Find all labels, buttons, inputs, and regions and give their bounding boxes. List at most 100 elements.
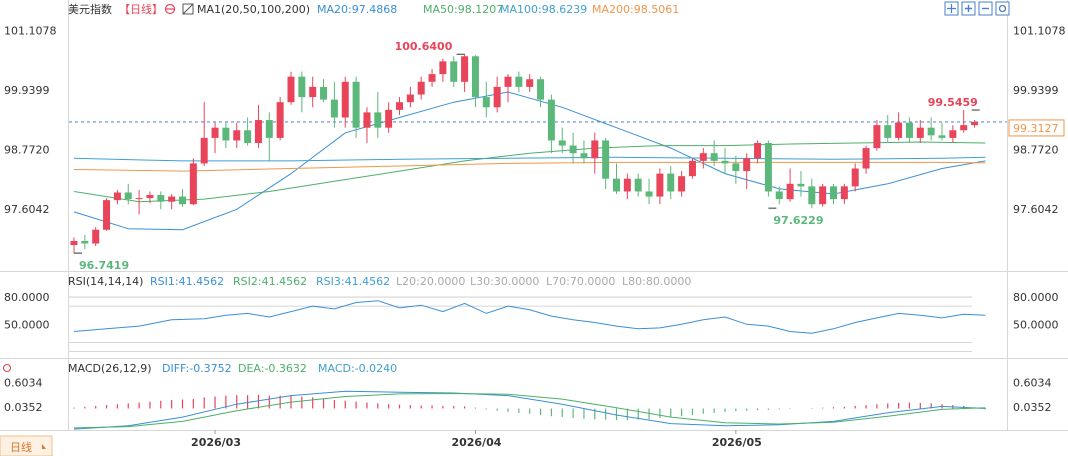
- candle-body: [157, 195, 165, 202]
- y-tick-label-right: 99.9399: [1013, 84, 1059, 97]
- macd-tick-right: 0.0352: [1013, 401, 1052, 414]
- candle-body: [515, 76, 523, 87]
- candle-body: [526, 79, 534, 87]
- candle-body: [602, 140, 610, 179]
- y-tick-label-left: 98.7720: [4, 144, 50, 157]
- period-button-label: 日线: [10, 440, 32, 454]
- candle-body: [743, 158, 751, 172]
- candle-body: [113, 192, 121, 201]
- ma50-label: MA50:98.1207: [423, 3, 503, 16]
- candle-body: [862, 148, 870, 169]
- candle-body: [103, 200, 111, 230]
- candle-body: [678, 176, 686, 192]
- candle-body: [797, 183, 805, 187]
- macd-settings-icon[interactable]: [2, 363, 12, 373]
- candle-body: [320, 86, 328, 100]
- dea-label: DEA:-0.3632: [238, 362, 307, 375]
- candle-body: [558, 140, 566, 146]
- candle-body: [233, 130, 241, 141]
- candle-body: [482, 97, 490, 108]
- extreme-label: 96.7419: [79, 259, 129, 272]
- candle-body: [428, 74, 436, 82]
- candle-body: [688, 160, 696, 177]
- candle-body: [450, 61, 458, 82]
- candle-body: [439, 61, 447, 75]
- x-tick-label: 2026/05: [712, 436, 762, 449]
- candle-body: [840, 186, 848, 200]
- chart-toolbar: [944, 1, 1010, 16]
- candle-body: [461, 56, 469, 82]
- candle-body: [808, 186, 816, 205]
- candle-body: [895, 122, 903, 138]
- candle-body: [200, 137, 208, 164]
- candle-body: [851, 168, 859, 187]
- l30-label: L30:30.0000: [470, 275, 539, 288]
- candle-body: [775, 191, 783, 200]
- candle-body: [396, 102, 403, 110]
- candle-body: [363, 112, 371, 128]
- candle-body: [949, 130, 957, 138]
- candle-body: [569, 145, 577, 154]
- ma-label: MA1(20,50,100,200): [197, 3, 310, 16]
- macd-tick-left: 0.6034: [4, 377, 43, 390]
- symbol-title: 美元指数: [68, 2, 112, 16]
- candle-body: [211, 127, 219, 138]
- candle-body: [417, 81, 425, 95]
- y-tick-label-right: 101.1078: [1013, 24, 1066, 37]
- candle-body: [287, 76, 295, 103]
- rsi2-label: RSI2:41.4562: [233, 275, 307, 288]
- candle-body: [92, 229, 100, 244]
- move-icon[interactable]: [944, 1, 959, 16]
- main-header: 美元指数 【日线】 MA1(20,50,100,200) MA20:97.486…: [68, 2, 679, 16]
- candle-body: [667, 173, 675, 192]
- candle-body: [873, 125, 881, 149]
- candle-body: [244, 130, 252, 143]
- macd-header: MACD(26,12,9) DIFF:-0.3752 DEA:-0.3632 M…: [2, 362, 397, 375]
- candle-body: [721, 160, 729, 164]
- candle-body: [613, 178, 620, 192]
- y-tick-label-right: 98.7720: [1013, 144, 1059, 157]
- rsi-label: RSI(14,14,14): [68, 275, 143, 288]
- candle-body: [352, 81, 360, 128]
- ma100-label: MA100:98.6239: [500, 3, 587, 16]
- y-tick-label-right: 97.6042: [1013, 203, 1059, 216]
- ma200-label: MA200:98.5061: [592, 3, 679, 16]
- candle-body: [385, 109, 393, 128]
- l80-label: L80:80.0000: [622, 275, 691, 288]
- candle-body: [309, 86, 317, 98]
- candle-body: [179, 196, 186, 205]
- candle-body: [146, 195, 154, 199]
- candle-body: [764, 143, 772, 192]
- candle-body: [504, 76, 512, 87]
- candle-body: [189, 163, 197, 205]
- dropdown-arrow-icon: [42, 444, 46, 449]
- rsi3-label: RSI3:41.4562: [316, 275, 390, 288]
- candle-body: [547, 99, 555, 141]
- refresh-icon[interactable]: [164, 3, 176, 15]
- l20-label: L20:20.0000: [396, 275, 465, 288]
- ma-line-ma200: [73, 161, 986, 172]
- macd-label: MACD(26,12,9): [68, 362, 152, 375]
- macd-line-diff: [73, 390, 986, 430]
- y-tick-label-left: 99.9399: [4, 84, 50, 97]
- period-button[interactable]: 日线: [0, 435, 53, 456]
- extreme-label: 99.5459: [928, 96, 978, 109]
- rsi-header: RSI(14,14,14) RSI1:41.4562 RSI2:41.4562 …: [68, 275, 691, 288]
- candle-body: [645, 191, 653, 197]
- indicator-settings-icon[interactable]: [182, 3, 194, 15]
- candle-body: [135, 198, 143, 200]
- candle-body: [830, 186, 837, 200]
- diff-label: DIFF:-0.3752: [162, 362, 232, 375]
- rsi-tick-left: 50.0000: [4, 318, 50, 331]
- settings-icon[interactable]: [995, 1, 1010, 16]
- rsi-line: [73, 300, 986, 334]
- x-tick-label: 2026/03: [191, 436, 241, 449]
- candle-body: [537, 79, 545, 100]
- candle-body: [374, 112, 382, 128]
- l70-label: L70:70.0000: [546, 275, 615, 288]
- zoom-out-icon[interactable]: [978, 1, 993, 16]
- ma-line-ma50: [73, 141, 986, 203]
- zoom-in-icon[interactable]: [961, 1, 976, 16]
- current-price-label: 99.3127: [1013, 122, 1059, 135]
- rsi1-label: RSI1:41.4562: [150, 275, 224, 288]
